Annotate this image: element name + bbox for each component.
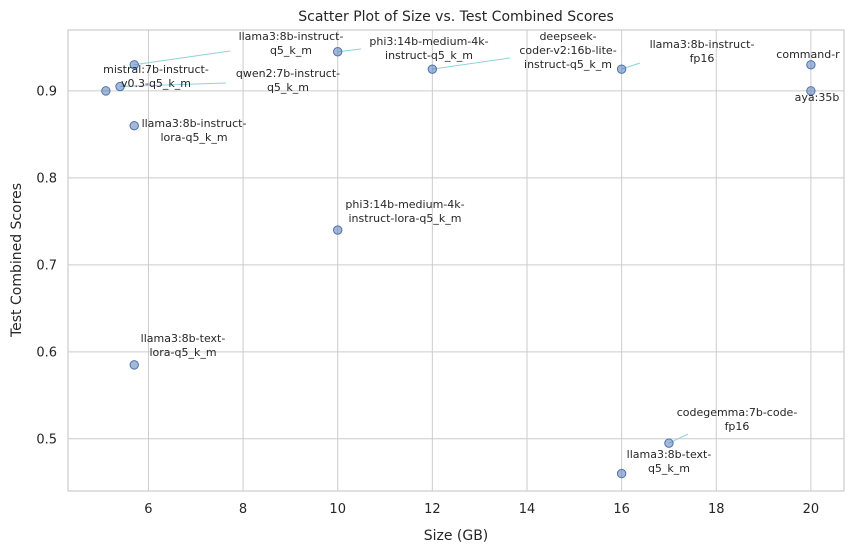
point-annotation: qwen2:7b-instruct-q5_k_m bbox=[236, 67, 340, 94]
point-annotation: command-r bbox=[776, 48, 840, 61]
point-annotation: deepseek-coder-v2:16b-lite-instruct-q5_k… bbox=[519, 30, 616, 71]
scatter-point bbox=[806, 86, 816, 96]
x-tick-label: 10 bbox=[329, 502, 346, 517]
x-tick-label: 12 bbox=[424, 502, 441, 517]
x-tick-label: 14 bbox=[519, 502, 536, 517]
plot-area-frame bbox=[67, 29, 845, 492]
annotation-leader-line bbox=[432, 57, 511, 70]
point-annotation: llama3:8b-text-lora-q5_k_m bbox=[141, 332, 226, 359]
y-tick-label: 0.7 bbox=[36, 258, 57, 273]
y-tick-label: 0.5 bbox=[36, 432, 57, 447]
annotation-leader-line bbox=[134, 50, 231, 66]
annotation-leader-line bbox=[120, 82, 227, 88]
annotation-leaders bbox=[120, 48, 689, 444]
data-points bbox=[101, 47, 816, 479]
scatter-point bbox=[101, 86, 111, 96]
y-tick-label: 0.8 bbox=[36, 171, 57, 186]
scatter-point bbox=[129, 60, 139, 70]
point-annotation: phi3:14b-medium-4k-instruct-q5_k_m bbox=[369, 35, 488, 62]
point-annotation: llama3:8b-instruct-q5_k_m bbox=[239, 30, 344, 57]
scatter-point bbox=[115, 81, 125, 92]
grid-lines bbox=[68, 30, 844, 491]
scatter-point bbox=[333, 225, 343, 235]
scatter-point bbox=[129, 120, 139, 131]
point-annotation: llama3:8b-text-q5_k_m bbox=[627, 448, 712, 475]
x-axis-label: Size (GB) bbox=[424, 528, 489, 544]
scatter-point bbox=[664, 438, 674, 448]
x-tick-label: 6 bbox=[144, 502, 152, 517]
scatter-point bbox=[427, 64, 438, 74]
scatter-point bbox=[333, 47, 343, 57]
y-axis-label: Test Combined Scores bbox=[9, 183, 25, 338]
scatter-point bbox=[616, 468, 627, 479]
point-annotations: llama3:8b-instruct-q5_k_m mistral:7b-inst… bbox=[103, 30, 840, 475]
scatter-point bbox=[806, 60, 816, 70]
chart-title: Scatter Plot of Size vs. Test Combined S… bbox=[298, 9, 614, 25]
scatter-point bbox=[129, 360, 139, 370]
x-tick-labels: 6 8 10 12 14 16 18 20 bbox=[144, 502, 819, 517]
y-tick-label: 0.6 bbox=[36, 345, 57, 360]
y-tick-label: 0.9 bbox=[36, 84, 57, 99]
point-annotation: aya:35b bbox=[795, 91, 840, 104]
scatter-point bbox=[616, 64, 627, 74]
x-tick-label: 20 bbox=[803, 502, 820, 517]
x-tick-label: 18 bbox=[708, 502, 725, 517]
point-annotation: phi3:14b-medium-4k-instruct-lora-q5_k_m bbox=[345, 198, 464, 225]
point-annotation: mistral:7b-instruct-v0.3-q5_k_m bbox=[103, 63, 209, 90]
y-tick-labels: 0.5 0.6 0.7 0.8 0.9 bbox=[36, 84, 57, 447]
x-tick-label: 8 bbox=[239, 502, 247, 517]
point-annotation: codegemma:7b-code-fp16 bbox=[677, 406, 798, 433]
x-tick-label: 16 bbox=[613, 502, 630, 517]
point-annotation: llama3:8b-instruct-lora-q5_k_m bbox=[142, 117, 247, 144]
point-annotation: llama3:8b-instruct-fp16 bbox=[650, 38, 755, 65]
